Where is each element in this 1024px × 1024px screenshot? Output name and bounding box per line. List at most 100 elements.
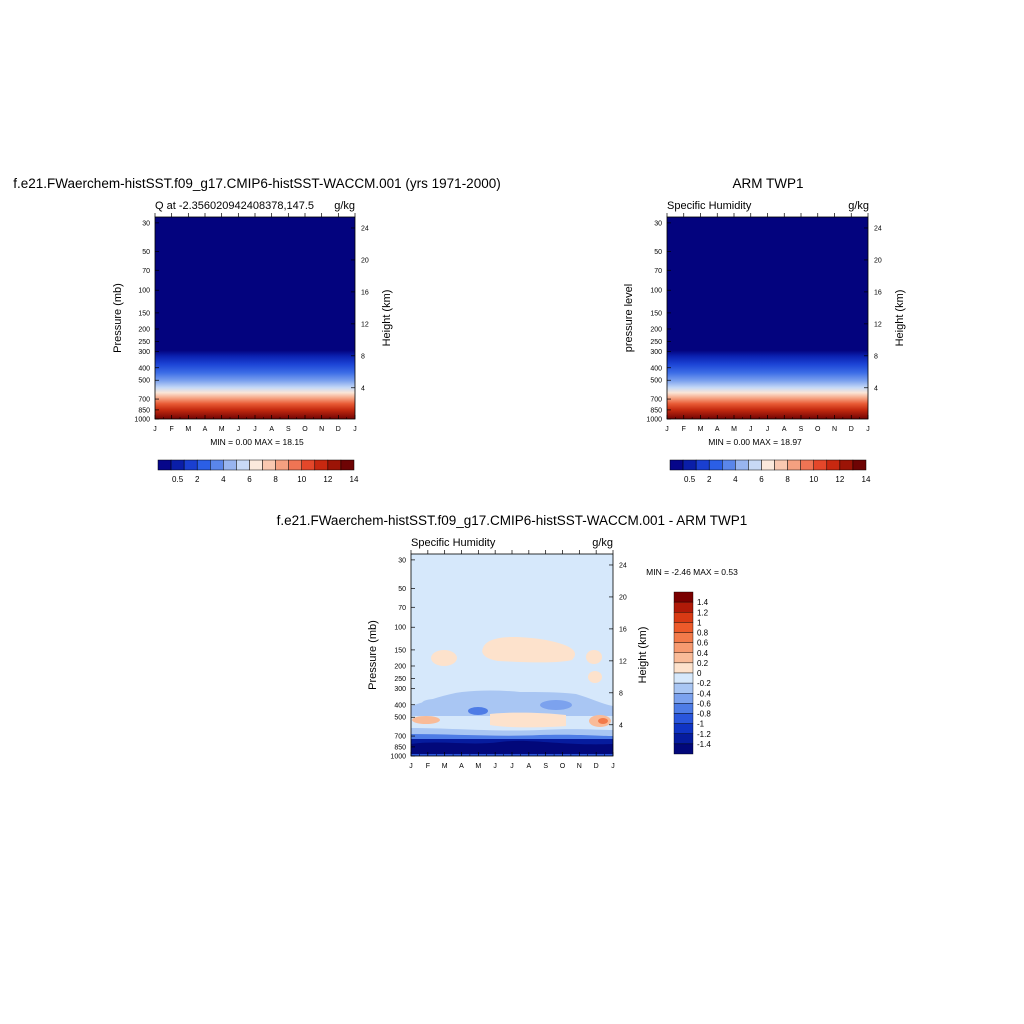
panel1-ytick-label: 500 [138,378,150,385]
panel2-xtick-label: J [749,426,753,433]
panel1-y2tick-label: 16 [361,289,369,296]
panel2-colorbar-box [787,459,801,471]
panel3-colorbar-box [673,662,694,674]
panel1-ticks: J F M A M J J A S O N D J 30 50 70 100 150 200 250 300 400 500… [134,213,369,433]
panel1-ytick-label: 150 [138,310,150,317]
panel3-colorbar-label: 0.4 [697,649,709,658]
panel1-plot-area [154,216,356,420]
panel3-ytick-label: 850 [394,744,406,751]
panel1-colorbar-label: 0.5 [172,475,184,484]
panel3-colorbar-label: 0.2 [697,659,709,668]
panel1-ytick-label: 200 [138,326,150,333]
panel1-colorbar-box [210,459,224,471]
panel3-xtick-label: S [543,763,548,770]
panel1-xtick-label: J [153,426,157,433]
panel1-ytick-label: 30 [142,220,150,227]
panel2-colorbar-label: 10 [809,475,818,484]
panel1-colorbar-label: 2 [195,475,200,484]
panel3-colorbar-box [673,743,694,755]
panel2-ytick-label: 100 [650,288,662,295]
panel2-colorbar-label: 4 [733,475,738,484]
panel-model: f.e21.FWaerchem-histSST.f09_g17.CMIP6-hi… [13,176,500,484]
panel2-ytick-label: 1000 [646,417,662,424]
panel2-ylabel-right: Height (km) [894,290,906,347]
panel3-xtick-label: J [510,763,514,770]
panel3-colorbar-box [673,652,694,664]
panel2-ylabel: pressure level [623,284,635,352]
panel3-colorbar-box [673,672,694,684]
panel2-colorbar-label: 6 [759,475,764,484]
panel1-xtick-label: F [170,426,174,433]
panel2-y2tick-label: 8 [874,353,878,360]
panel3-colorbar-box [673,693,694,704]
panel3-colorbar-label: -1 [697,720,705,729]
panel1-y2tick-label: 4 [361,385,365,392]
panel1-ytick-label: 250 [138,339,150,346]
panel2-xtick-label: F [682,426,686,433]
panel1-ytick-label: 100 [138,288,150,295]
panel3-xtick-label: D [594,763,599,770]
panel-obs: ARM TWP1 Specific Humidity g/kg pressure… [623,176,906,484]
panel3-colorbar-label: 0.8 [697,629,709,638]
panel3-y2tick-label: 16 [619,626,627,633]
panel1-units: g/kg [334,200,355,212]
panel3-colorbar: 1.41.210.80.60.40.20-0.2-0.4-0.6-0.8-1-1… [673,591,711,755]
panel3-colorbar-label: 1 [697,618,702,627]
panel2-ytick-label: 400 [650,365,662,372]
panel3-colorbar-label: 0.6 [697,639,709,648]
panel1-ytick-label: 70 [142,268,150,275]
panel1-ytick-label: 850 [138,407,150,414]
panel1-colorbar-box [327,459,342,471]
panel3-ylabel-right: Height (km) [637,627,649,684]
panel2-minmax: MIN = 0.00 MAX = 18.97 [708,437,802,447]
panel2-colorbar-box [669,459,684,471]
panel3-ticks: J F M A M J J A S O N D J 30 50 70 100 150 200 250 300 400 500… [390,550,627,770]
panel-diff: f.e21.FWaerchem-histSST.f09_g17.CMIP6-hi… [277,513,748,770]
panel2-colorbar-label: 2 [707,475,712,484]
panel2-colorbar-box [800,459,814,471]
panel1-ytick-label: 1000 [134,417,150,424]
panel3-colorbar-label: -0.2 [697,679,711,688]
panel3-ytick-label: 1000 [390,754,406,761]
panel3-y2tick-label: 12 [619,658,627,665]
panel3-xtick-label: J [409,763,413,770]
panel1-colorbar-box [157,459,172,471]
panel1-colorbar-box [340,459,355,471]
panel3-xtick-label: A [459,763,464,770]
panel2-colorbar-box [774,459,788,471]
panel2-plot-area [666,216,869,420]
panel3-colorbar-label: 1.4 [697,598,709,607]
panel3-ytick-label: 70 [398,605,406,612]
panel1-colorbar-box [314,459,329,471]
panel1-xtick-label: O [302,426,308,433]
panel2-xtick-label: J [866,426,870,433]
panel3-ytick-label: 200 [394,663,406,670]
panel1-ylabel: Pressure (mb) [112,283,124,353]
panel3-plot-area [410,553,614,757]
panel1-y2tick-label: 24 [361,225,369,232]
panel1-xtick-label: J [237,426,241,433]
panel3-colorbar-box [673,682,694,694]
panel3-ylabel: Pressure (mb) [367,620,379,690]
panel2-colorbar-box [761,459,775,471]
panel1-colorbar-box [236,459,250,471]
panel1-colorbar-label: 14 [350,475,359,484]
panel3-minmax: MIN = -2.46 MAX = 0.53 [646,567,738,577]
panel1-xtick-label: D [336,426,341,433]
panel2-units: g/kg [848,200,869,212]
panel1-colorbar-box [262,459,276,471]
panel3-units: g/kg [592,537,613,549]
panel3-colorbar-label: -1.2 [697,730,711,739]
panel2-colorbar-box [722,459,736,471]
panel3-colorbar-box [673,591,694,603]
panel1-colorbar-box [275,459,289,471]
panel1-ytick-label: 300 [138,349,150,356]
panel3-xtick-label: M [475,763,481,770]
panel2-left-label: Specific Humidity [667,200,752,212]
panel1-colorbar-label: 8 [273,475,278,484]
panel2-xtick-label: O [815,426,821,433]
panel2-ytick-label: 500 [650,378,662,385]
panel3-colorbar-box [673,723,694,734]
panel2-ytick-label: 150 [650,310,662,317]
panel2-colorbar-box [682,459,697,471]
